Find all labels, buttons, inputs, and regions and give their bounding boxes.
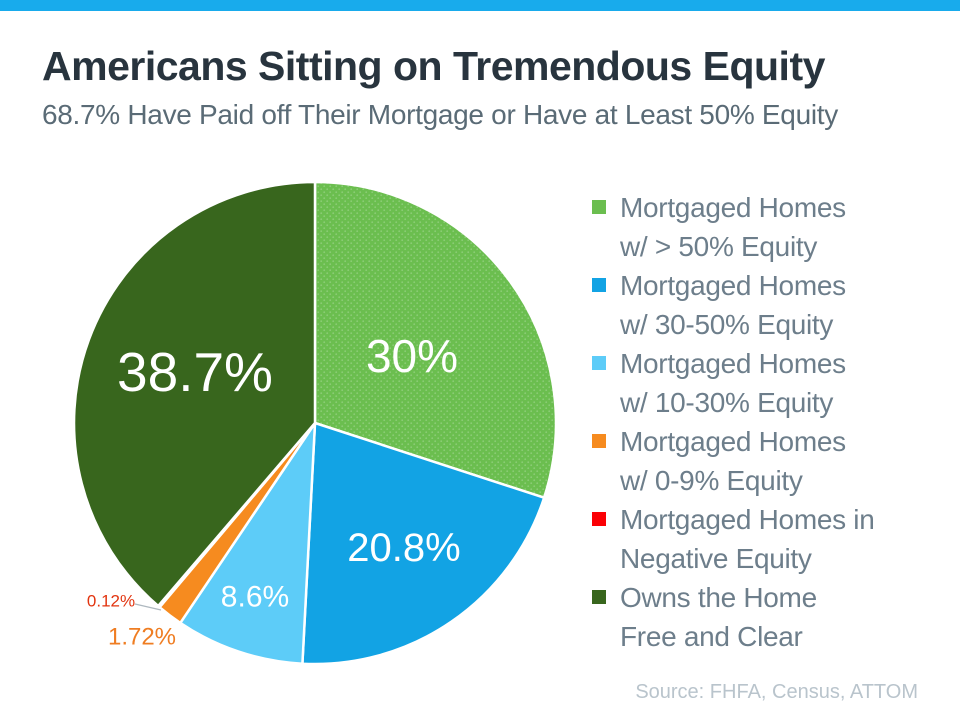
pie-slice-label-0: 30% — [366, 330, 458, 382]
legend-label: Mortgaged Homes w/ > 50% Equity — [620, 192, 846, 262]
legend-swatch-orange — [592, 434, 606, 448]
pie-slice-label-2: 8.6% — [221, 581, 289, 614]
chart-title: Americans Sitting on Tremendous Equity — [42, 43, 825, 89]
legend-item-free-and-clear: Owns the Home Free and Clear — [592, 578, 937, 656]
top-accent-bar — [0, 0, 960, 11]
pie-slice-0-texture — [315, 182, 556, 498]
legend-swatch-blue — [592, 278, 606, 292]
pie-slice-label-5: 38.7% — [117, 341, 273, 403]
pie-slice-5 — [72, 180, 317, 608]
legend-item-10-30-equity: Mortgaged Homes w/ 10-30% Equity — [592, 344, 937, 422]
legend-item-negative-equity: Mortgaged Homes in Negative Equity — [592, 500, 937, 578]
pie-chart: 30% 20.8% 8.6% 1.72% 0.12% 38.7% — [72, 180, 558, 666]
legend-label: Owns the Home Free and Clear — [620, 582, 817, 652]
source-attribution: Source: FHFA, Census, ATTOM — [635, 681, 918, 703]
pie-slice-label-3: 1.72% — [108, 624, 176, 651]
legend-label: Mortgaged Homes w/ 10-30% Equity — [620, 348, 846, 418]
pie-slice-1 — [301, 421, 546, 666]
legend-swatch-green — [592, 200, 606, 214]
legend-label: Mortgaged Homes w/ 30-50% Equity — [620, 270, 846, 340]
legend-label: Mortgaged Homes w/ 0-9% Equity — [620, 426, 846, 496]
legend-label: Mortgaged Homes in Negative Equity — [620, 504, 875, 574]
pie-slice-label-1: 20.8% — [347, 526, 460, 570]
legend-swatch-light-blue — [592, 356, 606, 370]
pie-slice-label-4: 0.12% — [87, 592, 135, 611]
legend-swatch-red — [592, 512, 606, 526]
chart-subtitle: 68.7% Have Paid off Their Mortgage or Ha… — [42, 99, 838, 130]
legend-swatch-dark-green — [592, 590, 606, 604]
legend-item-0-9-equity: Mortgaged Homes w/ 0-9% Equity — [592, 422, 937, 500]
legend-item-30-50-equity: Mortgaged Homes w/ 30-50% Equity — [592, 266, 937, 344]
legend-item-gt50-equity: Mortgaged Homes w/ > 50% Equity — [592, 188, 937, 266]
chart-legend: Mortgaged Homes w/ > 50% Equity Mortgaged… — [592, 188, 937, 656]
pie-slice-2 — [179, 421, 317, 665]
leader-line — [134, 603, 162, 611]
